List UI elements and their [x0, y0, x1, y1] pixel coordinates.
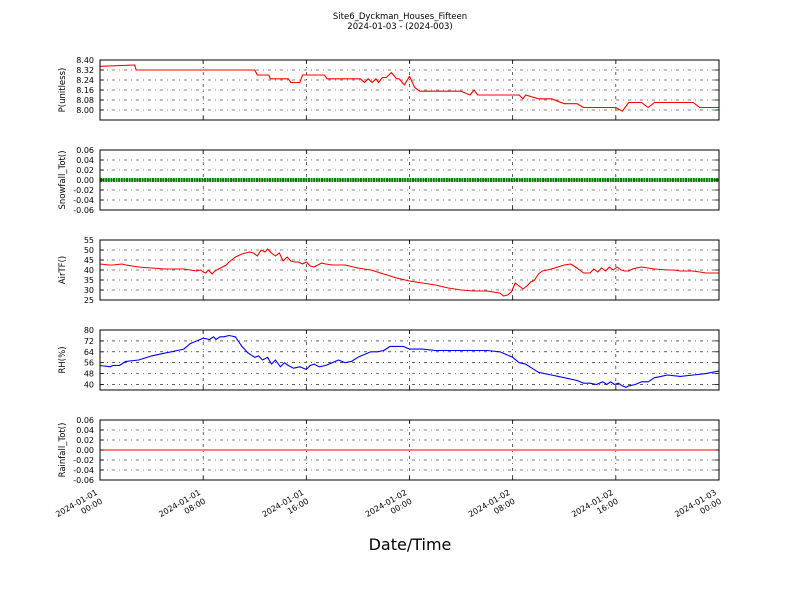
- y-axis-label: P(unitless): [58, 68, 68, 113]
- y-tick-label: 8.32: [76, 66, 94, 75]
- x-tick-label: 2024-01-0108:00: [157, 488, 207, 528]
- series-line: [99, 248, 719, 297]
- y-axis-label: AirTF(): [58, 256, 68, 284]
- y-tick-label: -0.04: [73, 466, 94, 475]
- x-tick-label: 2024-01-0216:00: [570, 488, 620, 528]
- y-tick-label: 35: [84, 276, 94, 285]
- y-tick-label: 55: [84, 236, 94, 245]
- y-tick-label: 50: [84, 246, 94, 255]
- y-tick-label: 45: [84, 256, 94, 265]
- subplot-stack: 8.408.328.248.168.088.00P(unitless)0.060…: [54, 56, 723, 528]
- y-tick-label: 30: [84, 286, 94, 295]
- subplot-4: 80 72 64 56 48 40 RH(%): [58, 326, 720, 391]
- y-tick-label: 8.00: [76, 106, 94, 115]
- y-tick-label: -0.06: [73, 206, 94, 215]
- y-tick-label: 56: [84, 359, 94, 368]
- subplot-1: 8.408.328.248.168.088.00 P(unitless): [58, 56, 720, 121]
- y-tick-label: -0.02: [73, 456, 94, 465]
- y-tick-label: 8.08: [76, 96, 94, 105]
- x-tick-label: 2024-01-0116:00: [261, 488, 311, 528]
- y-tick-label: -0.06: [73, 476, 94, 485]
- y-tick-label: 8.24: [76, 76, 94, 85]
- chart-title-line-1: Site6_Dyckman_Houses_Fifteen: [333, 12, 467, 22]
- y-axis-label: Rainfall_Tot(): [58, 423, 68, 478]
- y-tick-label: 0.02: [76, 166, 94, 175]
- y-tick-label: 0.06: [76, 146, 94, 155]
- y-tick-label: 25: [84, 296, 94, 305]
- y-tick-label: 64: [84, 348, 94, 357]
- y-tick-label: 80: [84, 326, 94, 335]
- chart-title-line-2: 2024-01-03 - (2024-003): [347, 22, 452, 32]
- series-line: [99, 64, 719, 112]
- y-axis-label: Snowfall_Tot(): [58, 150, 68, 209]
- series-line: [99, 334, 720, 388]
- y-tick-label: 0.04: [76, 426, 94, 435]
- subplot-5: 0.060.040.020.00-0.02-0.04-0.06 Rainfall_…: [58, 416, 720, 485]
- x-tick-label: 2024-01-0100:00: [54, 488, 104, 528]
- y-tick-label: 0.06: [76, 416, 94, 425]
- x-tick-label: 2024-01-0208:00: [467, 488, 517, 528]
- y-tick-label: 40: [84, 381, 94, 390]
- y-axis-label: RH(%): [58, 346, 68, 373]
- y-tick-label: -0.04: [73, 196, 94, 205]
- y-tick-label: 48: [84, 370, 94, 379]
- y-tick-label: 0.02: [76, 436, 94, 445]
- y-tick-label: 0.00: [76, 176, 94, 185]
- subplot-2: 0.060.040.020.00-0.02-0.04-0.06 Snowfall_…: [58, 146, 720, 215]
- x-tick-label: 2024-01-0300:00: [673, 488, 723, 528]
- y-tick-label: 0.04: [76, 156, 94, 165]
- y-tick-label: 8.40: [76, 56, 94, 65]
- x-axis-label: Date/Time: [369, 535, 452, 554]
- y-tick-label: -0.02: [73, 186, 94, 195]
- y-tick-label: 72: [84, 337, 94, 346]
- x-tick-label: 2024-01-0200:00: [364, 488, 414, 528]
- y-tick-label: 0.00: [76, 446, 94, 455]
- y-tick-label: 40: [84, 266, 94, 275]
- y-tick-label: 8.16: [76, 86, 94, 95]
